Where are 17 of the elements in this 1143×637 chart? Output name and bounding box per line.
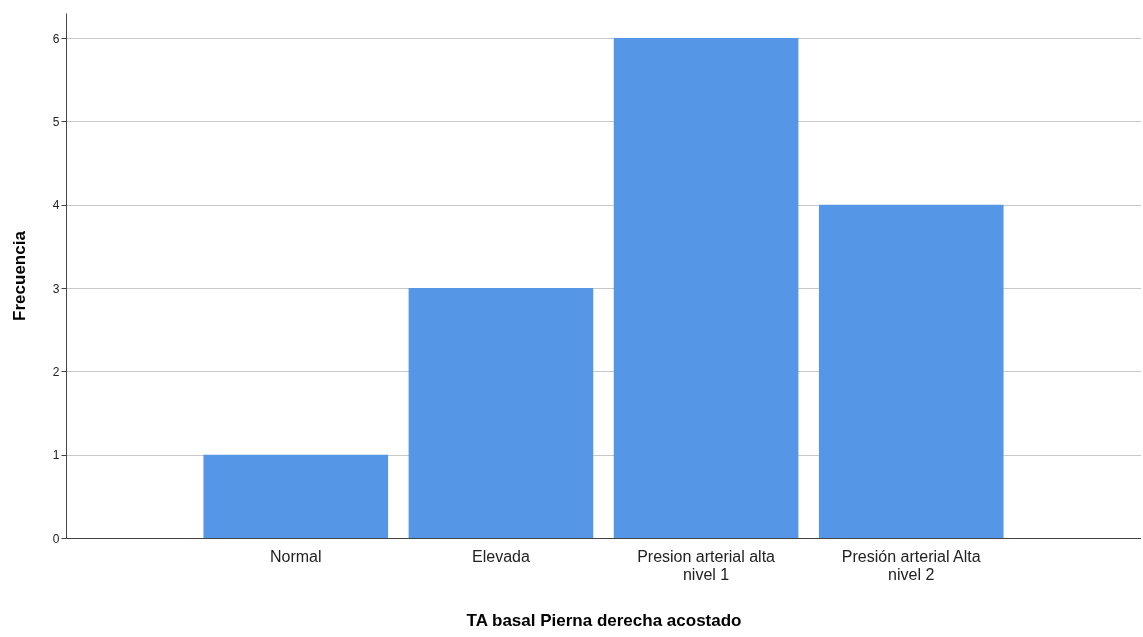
bar — [203, 454, 389, 538]
x-tick-label: Elevada — [472, 547, 530, 565]
bar — [818, 204, 1004, 538]
y-tick-label: 3 — [52, 281, 60, 296]
y-axis-title: Frecuencia — [9, 230, 29, 321]
x-tick-label: Presión arterial Alta nivel 2 — [841, 547, 981, 583]
y-tick-label: 6 — [52, 31, 60, 46]
bar — [408, 288, 594, 538]
x-axis-title: TA basal Pierna derecha acostado — [466, 610, 742, 630]
y-tick-label: 1 — [52, 448, 60, 463]
x-tick-label: Presion arterial alta nivel 1 — [637, 547, 776, 583]
x-tick-label: Normal — [269, 547, 322, 565]
y-tick-label: 4 — [52, 198, 60, 213]
y-tick-label: 0 — [52, 531, 60, 546]
y-tick-label: 2 — [52, 364, 60, 379]
bar — [613, 38, 799, 538]
y-tick-label: 5 — [52, 114, 60, 129]
